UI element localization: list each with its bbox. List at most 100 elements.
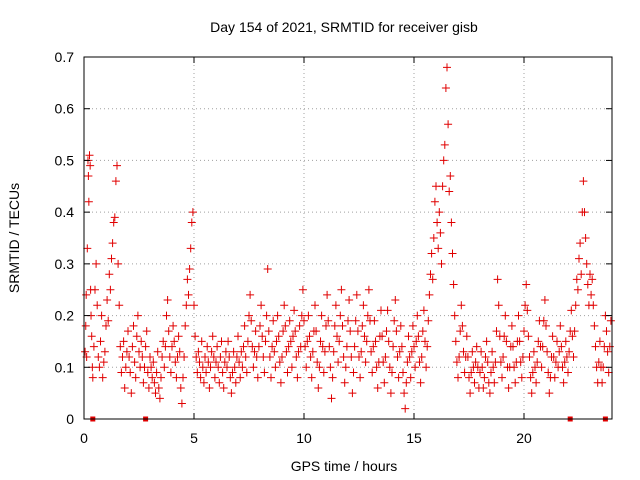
data-point xyxy=(157,373,165,382)
data-point xyxy=(509,342,517,351)
data-point xyxy=(571,301,580,310)
data-point xyxy=(125,352,134,361)
data-point xyxy=(313,358,322,367)
data-point xyxy=(604,368,613,377)
data-point xyxy=(339,352,348,361)
data-point xyxy=(159,337,168,346)
data-point xyxy=(135,347,143,356)
data-point xyxy=(487,368,495,377)
data-point xyxy=(245,311,253,320)
data-point xyxy=(381,352,390,361)
data-point xyxy=(275,358,284,367)
data-point xyxy=(467,368,476,377)
data-point xyxy=(295,321,304,330)
data-point xyxy=(435,208,444,217)
y-tick-label: 0.3 xyxy=(55,256,75,272)
data-point xyxy=(100,347,109,356)
data-point xyxy=(184,290,193,299)
data-point xyxy=(347,352,356,361)
data-point xyxy=(122,347,131,356)
data-point xyxy=(326,363,335,372)
data-point xyxy=(128,342,137,351)
data-point xyxy=(89,342,98,351)
data-point xyxy=(147,363,156,372)
data-point xyxy=(338,321,347,330)
data-point xyxy=(540,296,549,305)
data-point xyxy=(204,358,213,367)
data-point xyxy=(520,327,528,336)
data-point xyxy=(280,301,289,310)
data-point xyxy=(207,347,216,356)
data-point xyxy=(428,275,437,284)
data-point xyxy=(448,249,457,258)
data-point xyxy=(249,363,258,372)
data-point xyxy=(364,285,373,294)
data-point xyxy=(488,347,497,356)
data-point xyxy=(82,290,91,299)
data-point xyxy=(186,244,195,253)
data-point xyxy=(239,342,248,351)
data-point xyxy=(463,352,472,361)
data-point xyxy=(165,352,174,361)
data-point xyxy=(203,342,212,351)
data-point xyxy=(502,337,511,346)
data-point xyxy=(537,363,546,372)
data-point xyxy=(445,187,454,196)
data-point xyxy=(340,378,349,387)
data-point xyxy=(102,321,110,330)
data-point xyxy=(572,275,581,284)
data-point xyxy=(213,342,222,351)
data-point xyxy=(168,342,176,351)
data-point xyxy=(430,197,439,206)
data-point xyxy=(176,383,185,392)
data-point xyxy=(370,316,379,325)
data-point xyxy=(97,311,106,320)
data-point xyxy=(152,368,161,377)
data-point xyxy=(308,347,317,356)
data-point xyxy=(539,316,548,325)
data-point xyxy=(477,347,486,356)
data-point xyxy=(523,306,532,315)
data-point xyxy=(315,363,324,372)
data-point xyxy=(403,358,412,367)
data-point xyxy=(111,177,120,186)
data-point xyxy=(580,208,589,217)
data-point xyxy=(183,275,192,284)
data-point xyxy=(391,296,400,305)
data-point xyxy=(311,301,319,310)
data-point xyxy=(243,337,252,346)
data-point xyxy=(327,394,336,403)
data-point xyxy=(434,244,443,253)
data-point xyxy=(269,316,278,325)
data-point xyxy=(595,337,604,346)
data-point xyxy=(320,347,329,356)
data-point xyxy=(557,342,566,351)
data-point xyxy=(124,327,132,336)
data-point xyxy=(285,316,294,325)
data-point xyxy=(413,311,422,320)
data-point xyxy=(335,337,344,346)
data-point xyxy=(436,228,445,237)
data-point xyxy=(514,311,523,320)
data-point xyxy=(605,342,614,351)
data-point xyxy=(577,270,586,279)
data-point xyxy=(119,337,128,346)
data-point xyxy=(120,383,129,392)
data-point xyxy=(446,171,455,180)
data-point xyxy=(501,311,510,320)
data-point xyxy=(538,342,547,351)
data-point xyxy=(247,316,256,325)
data-point xyxy=(401,404,410,413)
data-point xyxy=(235,358,244,367)
data-point xyxy=(201,352,209,361)
data-point xyxy=(304,311,313,320)
data-point xyxy=(273,311,282,320)
data-point xyxy=(290,306,299,315)
data-point xyxy=(131,373,140,382)
data-point xyxy=(356,373,365,382)
data-point xyxy=(302,363,311,372)
data-point xyxy=(114,259,123,268)
data-point xyxy=(345,296,354,305)
data-point xyxy=(568,332,577,341)
